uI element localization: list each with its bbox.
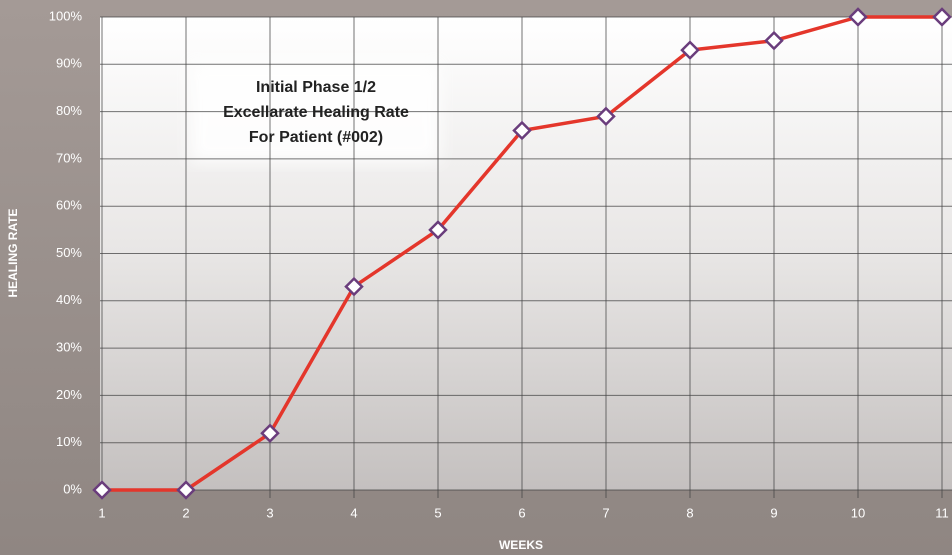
data-point <box>428 220 448 240</box>
x-tick-label: 7 <box>602 505 609 520</box>
y-tick-label: 40% <box>56 292 82 307</box>
chart-title: For Patient (#002) <box>249 129 383 146</box>
x-tick-label: 8 <box>686 505 693 520</box>
data-point <box>848 7 868 27</box>
y-tick-label: 30% <box>56 340 82 355</box>
y-tick-label: 70% <box>56 150 82 165</box>
x-tick-label: 1 <box>98 505 105 520</box>
data-point <box>176 480 196 500</box>
x-tick-label: 11 <box>935 505 949 520</box>
data-point <box>92 480 112 500</box>
x-axis-title: WEEKS <box>499 538 543 552</box>
data-point <box>764 30 784 51</box>
x-tick-label: 3 <box>266 505 273 520</box>
chart-title: Initial Phase 1/2 <box>256 79 376 96</box>
y-tick-label: 60% <box>56 198 82 213</box>
y-tick-label: 0% <box>63 481 82 496</box>
y-tick-label: 20% <box>56 387 82 402</box>
data-point <box>680 40 700 60</box>
data-point <box>260 423 280 444</box>
y-tick-label: 50% <box>56 245 82 260</box>
x-tick-label: 2 <box>182 505 189 520</box>
data-point <box>932 7 952 27</box>
data-point <box>596 106 616 127</box>
data-point <box>512 120 532 141</box>
x-tick-label: 9 <box>770 505 777 520</box>
y-tick-label: 100% <box>49 8 83 23</box>
x-tick-label: 4 <box>350 505 357 520</box>
data-point <box>344 276 364 297</box>
x-tick-label: 6 <box>518 505 525 520</box>
y-tick-label: 10% <box>56 434 82 449</box>
y-tick-label: 80% <box>56 103 82 118</box>
chart-title: Excellarate Healing Rate <box>223 104 409 121</box>
y-tick-label: 90% <box>56 56 82 71</box>
x-tick-label: 10 <box>851 505 865 520</box>
x-tick-label: 5 <box>434 505 441 520</box>
y-axis-title: HEALING RATE <box>6 208 20 297</box>
